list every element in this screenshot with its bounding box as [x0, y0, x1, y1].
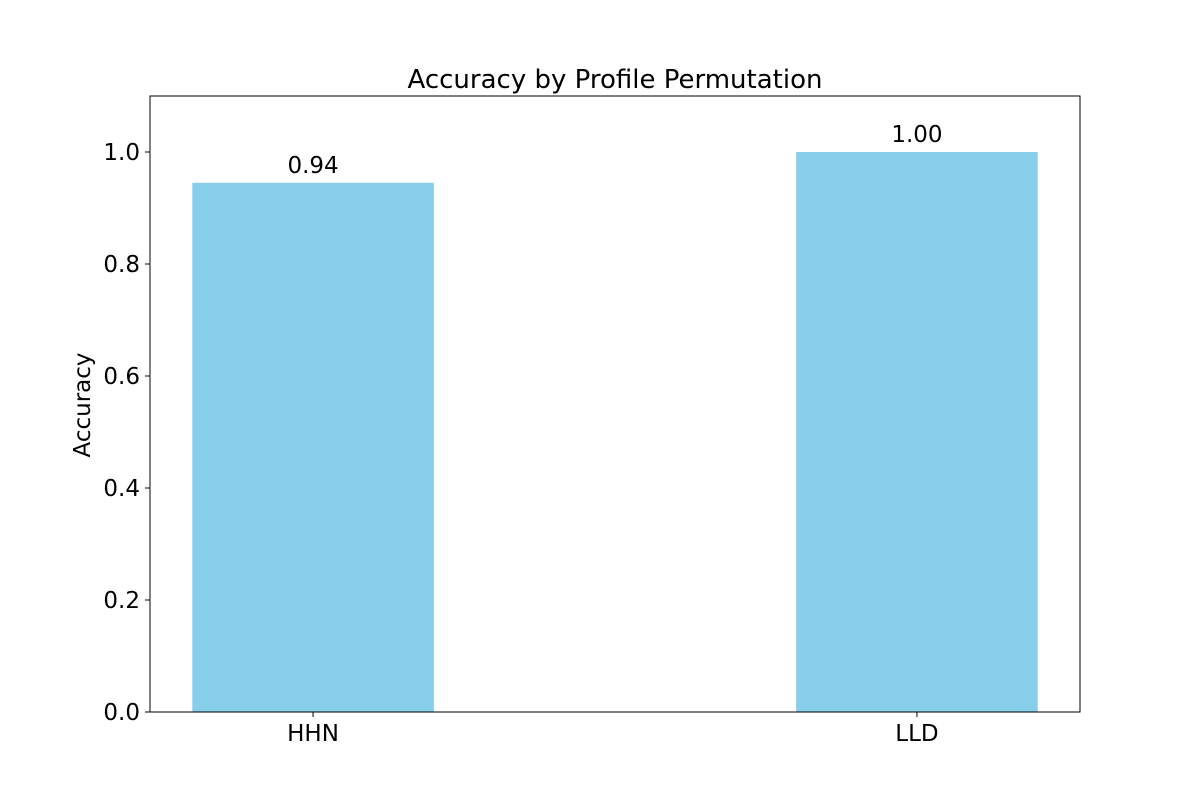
x-tick-label: LLD [895, 721, 938, 747]
bars-group [192, 152, 1038, 713]
y-axis-label: Accuracy [70, 352, 96, 457]
data-label-lld: 1.00 [891, 122, 942, 148]
y-tick-label: 0.6 [103, 364, 140, 390]
x-tick-label: HHN [287, 721, 339, 747]
y-axis-ticks: 0.0 0.2 0.4 0.6 0.8 1.0 [103, 140, 150, 726]
y-tick-label: 0.4 [103, 476, 140, 502]
x-axis-ticks: HHN LLD [287, 712, 939, 747]
bar-lld [796, 152, 1038, 712]
bar-hhn [192, 182, 434, 713]
chart-title: Accuracy by Profile Permutation [408, 65, 823, 95]
data-label-hhn: 0.94 [287, 153, 338, 179]
y-tick-label: 1.0 [103, 140, 140, 166]
y-tick-label: 0.8 [103, 252, 140, 278]
y-tick-label: 0.2 [103, 588, 140, 614]
data-labels-group: 0.94 1.00 [287, 122, 942, 179]
plot-frame [149, 95, 1081, 713]
y-tick-label: 0.0 [103, 700, 140, 726]
